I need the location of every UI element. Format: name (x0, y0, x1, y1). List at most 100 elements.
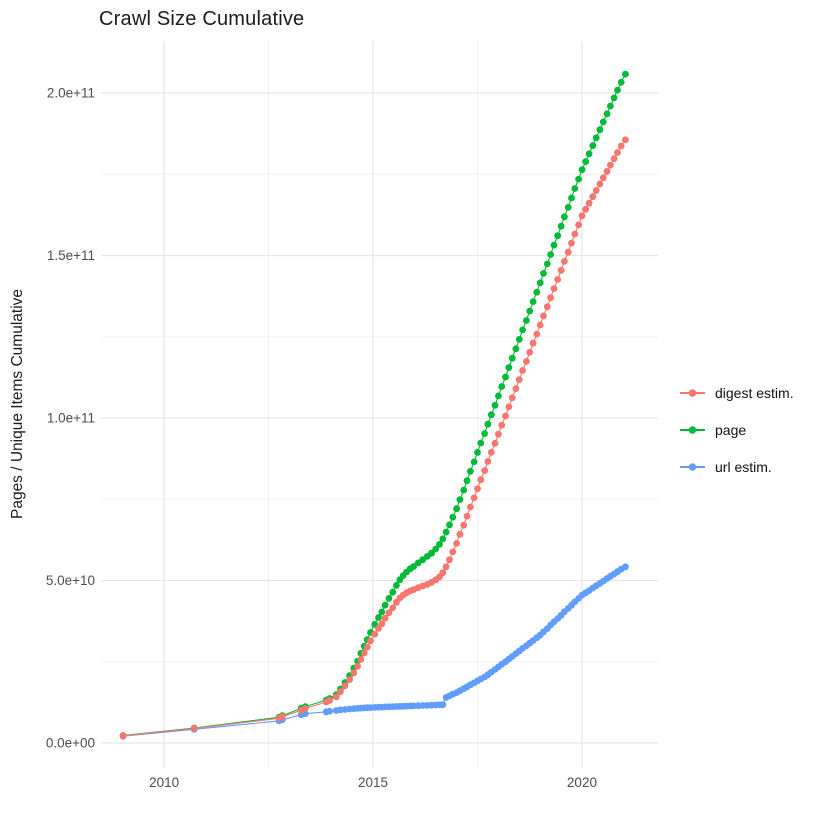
data-point (515, 376, 523, 383)
y-axis-title: Pages / Unique Items Cumulative (9, 288, 26, 520)
data-point (460, 521, 468, 529)
data-point (592, 134, 600, 142)
legend-label-digest-estim: digest estim. (715, 384, 794, 401)
data-point (585, 199, 593, 207)
data-point (512, 385, 520, 393)
legend-key-url-estim-icon (680, 462, 705, 471)
data-point (385, 595, 393, 602)
data-point (614, 149, 621, 156)
data-point (505, 364, 513, 371)
data-point (481, 467, 488, 474)
data-point (599, 174, 607, 182)
data-point (491, 401, 499, 409)
data-point (578, 212, 586, 220)
data-point (578, 166, 586, 174)
data-point (301, 705, 309, 712)
data-point (350, 669, 358, 677)
data-point (474, 449, 481, 456)
data-point (463, 477, 471, 485)
data-point (596, 180, 604, 188)
data-point (561, 257, 568, 265)
data-point (341, 682, 349, 690)
data-point (381, 601, 389, 609)
data-point (622, 136, 629, 144)
data-point (449, 548, 457, 556)
data-point (603, 110, 611, 118)
data-point (561, 213, 568, 221)
data-point (337, 688, 344, 695)
data-point (557, 222, 565, 230)
data-point (463, 512, 471, 520)
series-line (123, 566, 626, 737)
data-point (547, 294, 554, 302)
data-point (523, 358, 530, 365)
data-point (533, 288, 541, 296)
data-point (610, 155, 618, 163)
data-point (526, 348, 534, 356)
data-point (393, 582, 400, 589)
data-point (571, 185, 579, 192)
x-tick-label: 2015 (358, 775, 388, 790)
data-point (508, 354, 516, 362)
series-page (119, 70, 629, 739)
data-point (622, 70, 629, 78)
y-tick-label: 1.0e+11 (47, 410, 95, 425)
data-point (385, 609, 393, 617)
data-point (456, 496, 464, 503)
data-point (502, 412, 509, 420)
data-point (571, 230, 579, 238)
x-tick-label: 2010 (149, 775, 179, 790)
data-point (617, 142, 625, 150)
data-point (487, 411, 495, 419)
data-point (540, 312, 547, 320)
data-point (589, 142, 597, 150)
data-point (575, 175, 582, 183)
data-point (519, 326, 526, 334)
data-point (599, 118, 607, 126)
data-point (495, 430, 502, 438)
legend-key-digest-estim-icon (680, 388, 705, 397)
data-point (439, 701, 447, 709)
data-point (477, 476, 485, 484)
data-point (477, 439, 485, 447)
data-point (502, 373, 509, 381)
data-point (557, 267, 565, 274)
series-line (123, 139, 626, 737)
data-point (543, 260, 551, 268)
data-point (607, 102, 614, 110)
data-point (529, 339, 537, 347)
data-point (453, 540, 460, 547)
data-point (568, 239, 575, 247)
x-tick-label: 2020 (567, 775, 597, 790)
data-point (389, 588, 397, 596)
data-point (371, 630, 379, 638)
data-point (536, 321, 544, 329)
data-point (375, 614, 382, 621)
data-point (610, 94, 618, 102)
data-point (554, 276, 562, 283)
data-point (495, 392, 502, 400)
data-point (378, 620, 386, 628)
data-point (529, 298, 537, 305)
data-point (536, 279, 544, 287)
y-tick-label: 0.0e+00 (46, 735, 95, 750)
series-url-estim (119, 563, 629, 740)
series-digest-estim (119, 136, 629, 740)
legend-item-digest-estim: digest estim. (679, 374, 794, 411)
data-point (326, 697, 333, 704)
data-point (481, 430, 488, 437)
data-point (533, 330, 541, 338)
data-point (596, 126, 604, 134)
data-point (119, 732, 127, 740)
data-point (428, 549, 435, 557)
legend: digest estim. page url estim. (679, 374, 794, 485)
data-point (614, 86, 621, 94)
data-point (360, 649, 368, 657)
data-point (554, 232, 562, 240)
data-point (442, 528, 450, 536)
data-point (508, 394, 516, 402)
data-point (617, 78, 625, 86)
data-point (467, 503, 474, 511)
data-point (540, 270, 547, 277)
